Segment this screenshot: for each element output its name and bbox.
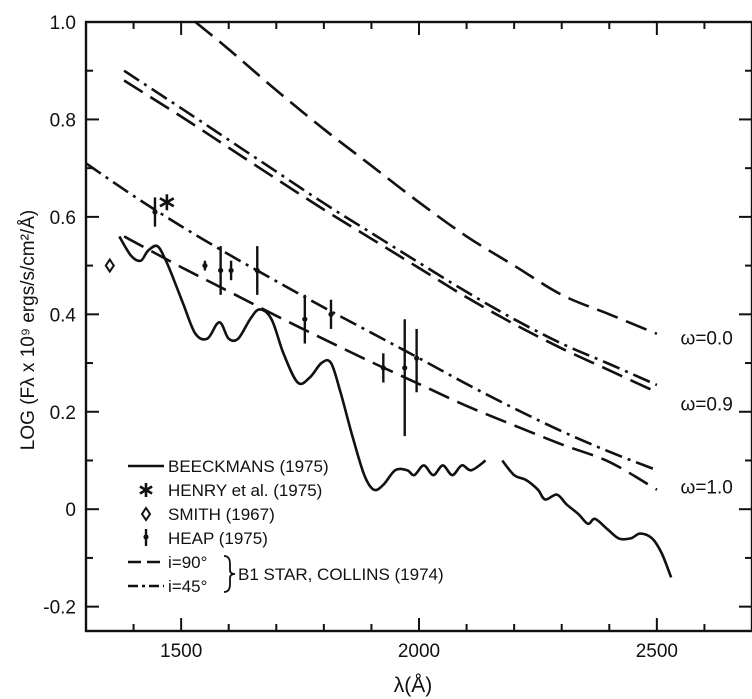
smith-1967-point bbox=[104, 257, 115, 274]
ticks: 1500 2000 2500 1.0 0.8 0.6 0.4 0.2 0 -0.2 bbox=[43, 13, 752, 662]
legend-entry-heap-1975: HEAP (1975) bbox=[143, 529, 268, 548]
heap-1975-point-2 bbox=[202, 260, 208, 271]
beeckmans-1975-line-2 bbox=[501, 459, 673, 578]
legend-label: BEECKMANS (1975) bbox=[168, 457, 329, 476]
y-tick-label: 0.8 bbox=[50, 110, 76, 131]
heap-1975-point-7 bbox=[328, 299, 334, 329]
legend-swatch-diamond bbox=[140, 506, 152, 522]
heap-1975-point-9 bbox=[402, 319, 408, 437]
legend-label: SMITH (1967) bbox=[168, 505, 275, 524]
beeckmans-1975-line-1 bbox=[118, 235, 487, 492]
y-tick-label: 0.4 bbox=[50, 305, 77, 326]
y-tick-label: -0.2 bbox=[43, 598, 76, 619]
y-tick-label: 1.0 bbox=[50, 13, 76, 34]
legend: BEECKMANS (1975) HENRY et al. (1975) SMITH… bbox=[128, 457, 444, 596]
y-tick-label: 0 bbox=[65, 500, 76, 521]
y-axis-label: LOG (Fλ x 10⁹ ergs/s/cm²/Å) bbox=[18, 210, 39, 450]
i-45-line-2 bbox=[85, 162, 658, 472]
markers bbox=[104, 194, 420, 437]
x-tick-label: 1500 bbox=[160, 641, 202, 662]
heap-1975-point-6 bbox=[302, 294, 308, 344]
heap-1975-point-8 bbox=[380, 353, 386, 383]
x-axis-label: λ(Å) bbox=[394, 674, 433, 697]
i-45-line-1 bbox=[123, 69, 658, 387]
y-tick-label: 0.6 bbox=[50, 208, 76, 229]
heap-1975-point-1 bbox=[152, 197, 158, 227]
legend-bracket-label: B1 STAR, COLLINS (1974) bbox=[238, 565, 444, 584]
omega-label: ω=1.0 bbox=[681, 477, 733, 498]
legend-entry-henry-et-al-1975: HENRY et al. (1975) bbox=[139, 481, 322, 500]
i-90-line-1 bbox=[194, 20, 658, 336]
legend-entry-beeckmans-1975: BEECKMANS (1975) bbox=[128, 457, 329, 476]
legend-label: i=45° bbox=[168, 577, 207, 596]
curve-labels: ω=0.0 ω=0.9 ω=1.0 bbox=[681, 329, 733, 499]
omega-label: ω=0.9 bbox=[681, 394, 733, 415]
legend-label: i=90° bbox=[168, 553, 207, 572]
legend-swatch-errorbar bbox=[143, 529, 149, 546]
legend-entry-i-90: i=90° bbox=[128, 553, 207, 572]
heap-1975-point-10 bbox=[414, 328, 420, 393]
heap-1975-point-4 bbox=[228, 260, 234, 281]
i-90-line-3 bbox=[123, 235, 658, 491]
x-tick-label: 2000 bbox=[398, 641, 440, 662]
x-tick-label: 2500 bbox=[636, 641, 678, 662]
y-tick-label: 0.2 bbox=[50, 403, 76, 424]
legend-label: HENRY et al. (1975) bbox=[168, 481, 322, 500]
legend-entry-i-45: i=45° bbox=[128, 577, 207, 596]
heap-1975-point-3 bbox=[218, 246, 224, 295]
legend-brace bbox=[223, 555, 236, 593]
legend-label: HEAP (1975) bbox=[168, 529, 268, 548]
heap-1975-point-5 bbox=[254, 246, 260, 295]
legend-entry-smith-1967: SMITH (1967) bbox=[140, 505, 275, 524]
omega-label: ω=0.0 bbox=[681, 329, 733, 350]
i-90-line-2 bbox=[123, 79, 658, 394]
henry-et-al-1975-point bbox=[159, 194, 175, 211]
legend-swatch-star bbox=[139, 483, 153, 497]
